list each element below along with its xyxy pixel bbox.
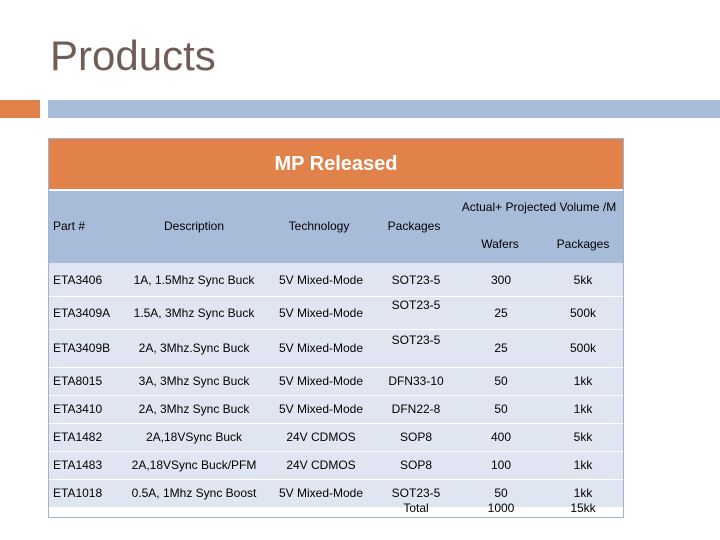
cell-technology: 5V Mixed-Mode xyxy=(278,486,364,500)
cell-description: 1.5A, 3Mhz Sync Buck xyxy=(133,305,255,320)
cell-part: ETA8015 xyxy=(53,374,103,388)
cell-description: 3A, 3Mhz Sync Buck xyxy=(138,374,250,388)
total-label: Total xyxy=(403,501,429,515)
cell-packages: 500k xyxy=(569,305,597,320)
cell-part: ETA3410 xyxy=(53,402,103,416)
header-part: Part # xyxy=(53,219,86,233)
cell-wafers: 50 xyxy=(494,486,508,500)
accent-bar-orange xyxy=(0,100,40,118)
header-band xyxy=(49,191,623,263)
header-volume-packages: Packages xyxy=(556,237,610,251)
cell-part: ETA1482 xyxy=(53,430,103,444)
row-divider xyxy=(49,479,623,480)
cell-part: ETA1018 xyxy=(53,486,103,500)
cell-description: 2A,18VSync Buck xyxy=(145,430,243,444)
cell-technology: 5V Mixed-Mode xyxy=(278,341,364,355)
cell-part: ETA3406 xyxy=(53,272,103,287)
header-packages: Packages xyxy=(387,219,441,233)
header-description: Description xyxy=(163,219,225,233)
row-divider xyxy=(49,451,623,452)
table-row xyxy=(49,329,623,367)
cell-wafers: 50 xyxy=(494,374,508,388)
cell-wafers: 25 xyxy=(494,341,508,355)
header-technology: Technology xyxy=(288,219,350,233)
cell-package: SOP8 xyxy=(399,458,432,472)
cell-wafers: 100 xyxy=(490,458,512,472)
row-divider xyxy=(49,423,623,424)
page-title: Products xyxy=(50,32,216,79)
cell-technology: 24V CDMOS xyxy=(286,458,356,472)
cell-wafers: 50 xyxy=(494,402,508,416)
row-divider xyxy=(49,296,623,297)
row-divider xyxy=(49,367,623,368)
header-wafers: Wafers xyxy=(481,237,519,251)
cell-wafers: 300 xyxy=(490,272,512,287)
row-divider xyxy=(49,329,623,330)
cell-package: SOT23-5 xyxy=(391,333,441,347)
table-row xyxy=(49,296,623,329)
total-wafers: 1000 xyxy=(487,501,515,515)
cell-package: SOP8 xyxy=(399,430,432,444)
cell-part: ETA1483 xyxy=(53,458,103,472)
cell-packages: 1kk xyxy=(573,458,593,472)
cell-technology: 24V CDMOS xyxy=(286,430,356,444)
cell-package: DFN33-10 xyxy=(388,374,444,388)
cell-packages: 500k xyxy=(569,341,597,355)
cell-wafers: 400 xyxy=(490,430,512,444)
cell-description: 2A, 3Mhz.Sync Buck xyxy=(138,341,250,355)
cell-packages: 5kk xyxy=(573,272,593,287)
cell-package: SOT23-5 xyxy=(391,486,441,500)
cell-packages: 5kk xyxy=(573,430,593,444)
header-volume: Actual+ Projected Volume /M xyxy=(461,200,617,214)
cell-technology: 5V Mixed-Mode xyxy=(278,272,364,287)
accent-bar-blue xyxy=(48,100,720,118)
cell-packages: 1kk xyxy=(573,486,593,500)
cell-part: ETA3409B xyxy=(53,341,111,355)
products-table: MP Released Part # Description Technolog… xyxy=(48,138,624,518)
cell-description: 1A, 1.5Mhz Sync Buck xyxy=(133,272,255,287)
cell-technology: 5V Mixed-Mode xyxy=(278,305,364,320)
table-row xyxy=(49,263,623,296)
cell-description: 2A, 3Mhz Sync Buck xyxy=(138,402,250,416)
table-row xyxy=(49,451,623,479)
cell-technology: 5V Mixed-Mode xyxy=(278,402,364,416)
cell-package: SOT23-5 xyxy=(391,297,441,312)
cell-description: 2A,18VSync Buck/PFM xyxy=(131,458,257,472)
table-row xyxy=(49,367,623,395)
table-row xyxy=(49,423,623,451)
row-divider xyxy=(49,395,623,396)
table-row xyxy=(49,479,623,507)
cell-package: SOT23-5 xyxy=(391,272,441,287)
cell-part: ETA3409A xyxy=(53,305,111,320)
table-banner: MP Released xyxy=(49,139,623,189)
cell-packages: 1kk xyxy=(573,374,593,388)
total-packages: 15kk xyxy=(570,501,596,515)
cell-technology: 5V Mixed-Mode xyxy=(278,374,364,388)
table-row xyxy=(49,395,623,423)
cell-package: DFN22-8 xyxy=(391,402,441,416)
cell-packages: 1kk xyxy=(573,402,593,416)
cell-wafers: 25 xyxy=(494,305,508,320)
cell-description: 0.5A, 1Mhz Sync Boost xyxy=(131,486,257,500)
